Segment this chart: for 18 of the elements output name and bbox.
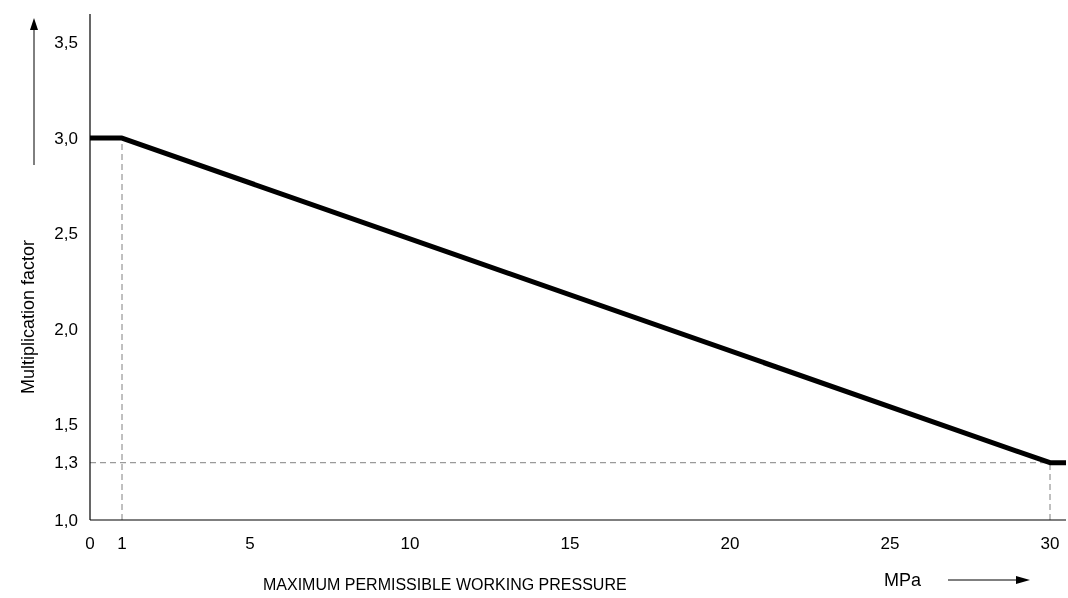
x-tick-label: 20: [720, 534, 740, 553]
y-tick-label: 1,5: [54, 415, 78, 435]
y-tick-label: 3,0: [54, 128, 78, 148]
x-tick-label: 5: [245, 534, 255, 553]
x-tick-label: 15: [560, 534, 580, 553]
x-tick-label: 1: [117, 534, 127, 553]
y-tick-label: 2,0: [54, 319, 78, 339]
text: MPa: [884, 570, 922, 590]
y-tick-label: 3,5: [54, 33, 78, 53]
x-tick-label: 0: [85, 534, 95, 553]
y-tick-label: 2,5: [54, 224, 78, 244]
y-tick-label: 1,0: [54, 510, 78, 530]
x-tick-label: 10: [400, 534, 420, 553]
x-tick-label: 30: [1040, 534, 1060, 553]
y-axis-title: Multiplication factor: [18, 239, 38, 395]
y-tick-label: 1,3: [54, 453, 78, 473]
x-axis-title: MAXIMUM PERMISSIBLE WORKING PRESSURE: [263, 576, 627, 593]
x-tick-label: 25: [880, 534, 900, 553]
